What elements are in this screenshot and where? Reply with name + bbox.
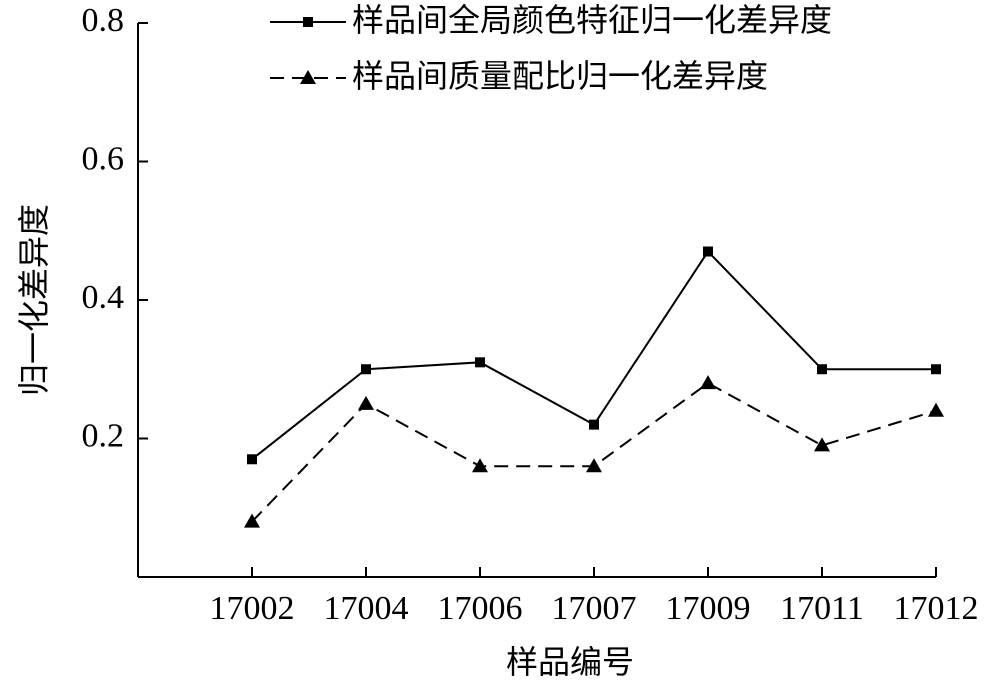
data-point <box>703 246 713 257</box>
data-point <box>931 364 941 375</box>
x-tick-label: 17009 <box>666 590 751 627</box>
data-point <box>361 364 371 375</box>
data-point <box>928 402 944 417</box>
x-tick-label: 17002 <box>210 590 295 627</box>
x-tick-label: 17004 <box>324 590 409 627</box>
legend-marker <box>303 17 313 27</box>
series-line <box>251 381 937 523</box>
x-axis-label: 样品编号 <box>506 643 634 681</box>
data-point <box>247 454 257 465</box>
data-point <box>814 437 830 452</box>
data-point <box>244 513 260 528</box>
y-axis-label: 归一化差异度 <box>15 204 53 396</box>
x-tick-label: 17011 <box>780 590 864 627</box>
y-tick-label: 0.8 <box>82 2 125 39</box>
x-tick-label: 17007 <box>552 590 637 627</box>
y-tick-label: 0.2 <box>82 417 125 454</box>
legend-label: 样品间质量配比归一化差异度 <box>352 57 768 95</box>
legend-marker <box>300 70 316 84</box>
data-point <box>700 375 716 390</box>
data-point <box>475 357 485 368</box>
legend-label: 样品间全局颜色特征归一化差异度 <box>352 1 832 39</box>
data-point <box>586 458 602 473</box>
data-point <box>358 395 374 410</box>
y-tick-label: 0.4 <box>82 279 125 316</box>
data-point <box>589 419 599 430</box>
x-tick-label: 17006 <box>438 590 523 627</box>
data-point <box>817 364 827 375</box>
x-tick-label: 17012 <box>894 590 979 627</box>
data-point <box>472 458 488 473</box>
y-tick-label: 0.6 <box>82 140 125 177</box>
